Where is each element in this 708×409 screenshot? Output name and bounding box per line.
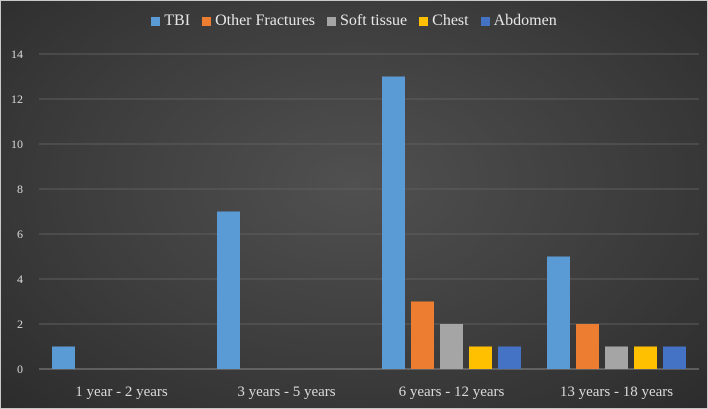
bar (605, 346, 628, 369)
bar (547, 256, 570, 369)
legend-swatch (480, 16, 490, 26)
legend-swatch (327, 16, 337, 26)
legend-swatch (151, 16, 161, 26)
bar (217, 211, 240, 369)
bar (469, 346, 492, 369)
y-tick-label: 2 (17, 317, 23, 331)
bar (440, 324, 463, 369)
legend-swatch (202, 16, 212, 26)
bar (663, 346, 686, 369)
y-tick-label: 10 (11, 137, 23, 151)
legend-label: Chest (432, 12, 469, 29)
x-category-label: 3 years - 5 years (237, 384, 335, 400)
y-tick-label: 0 (17, 362, 23, 376)
legend-item: TBI (151, 12, 190, 30)
bar (411, 301, 434, 369)
chart-legend: TBI Other Fractures Soft tissue Chest Abdome… (1, 12, 707, 30)
legend-item: Other Fractures (202, 12, 315, 30)
x-category-label: 1 year - 2 years (75, 384, 168, 400)
legend-label: TBI (164, 12, 191, 29)
y-tick-label: 12 (11, 92, 23, 106)
bar (52, 346, 75, 369)
bar (498, 346, 521, 369)
bar (382, 76, 405, 369)
legend-item: Abdomen (480, 12, 557, 30)
legend-label: Other Fractures (215, 12, 316, 29)
bar (576, 324, 599, 369)
x-category-label: 6 years - 12 years (399, 384, 505, 400)
y-tick-label: 14 (11, 47, 23, 61)
bar (634, 346, 657, 369)
legend-label: Soft tissue (340, 12, 408, 29)
x-category-label: 13 years - 18 years (560, 384, 673, 400)
y-tick-label: 4 (17, 272, 23, 286)
legend-item: Soft tissue (327, 12, 407, 30)
y-tick-label: 6 (17, 227, 23, 241)
legend-item: Chest (419, 12, 469, 30)
legend-swatch (419, 16, 429, 26)
y-tick-label: 8 (17, 182, 23, 196)
legend-label: Abdomen (493, 12, 557, 29)
